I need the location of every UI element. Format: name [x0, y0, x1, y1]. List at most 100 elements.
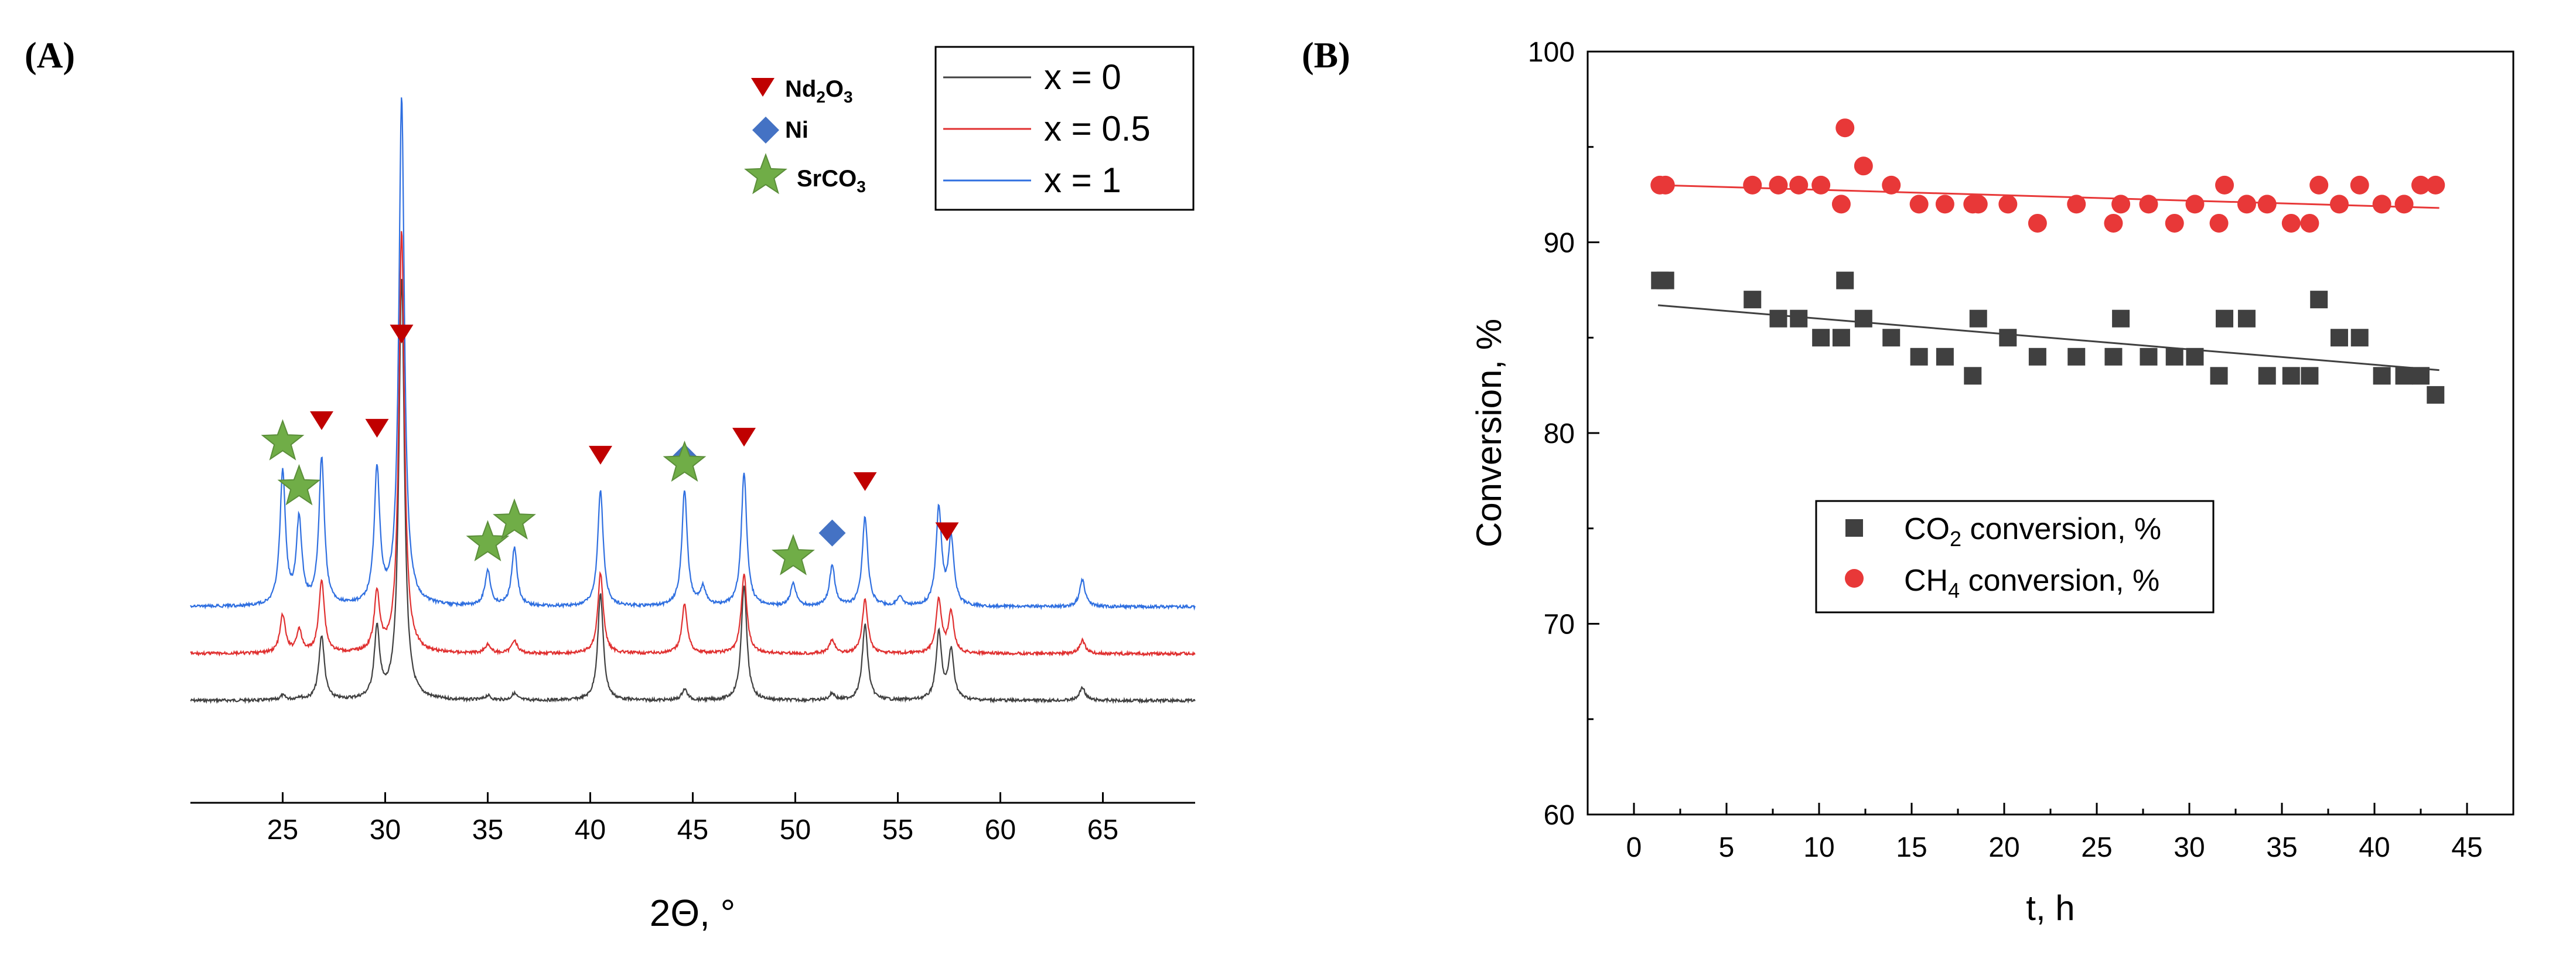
co2-point: [1744, 291, 1762, 309]
legend-label-x1: x = 1: [1044, 161, 1121, 200]
co2-point: [1936, 347, 1954, 366]
xrd-x-tick-label: 25: [267, 815, 298, 846]
xrd-trace-x05: [190, 231, 1196, 657]
srco3-marker: [493, 498, 536, 540]
co2-point: [2186, 347, 2204, 366]
xrd-x-tick-label: 50: [780, 815, 811, 846]
ch4-point: [1769, 175, 1788, 195]
srco3-marker: [772, 534, 815, 575]
conversion-y-tick-label: 70: [1544, 609, 1575, 640]
ch4-point: [2139, 195, 2158, 214]
ch4-point: [1831, 195, 1851, 214]
co2-trend-line: [1657, 304, 2439, 372]
ch4-point: [1998, 195, 2018, 214]
panel-b-label: (B): [1302, 36, 1350, 76]
panel-b: (B) 60 70 80 90 100 0 5 10 15 20 25 30 35 40 45 Conve…: [1302, 36, 2514, 928]
co2-point: [2258, 367, 2276, 385]
co2-point: [2216, 309, 2234, 328]
co2-point: [1656, 271, 1674, 289]
co2-point: [2395, 367, 2413, 385]
co2-point: [2330, 329, 2348, 347]
co2-point: [2112, 309, 2130, 328]
conversion-y-axis-label: Conversion, %: [1469, 319, 1509, 547]
ch4-point: [2411, 175, 2430, 195]
ch4-point: [1935, 195, 1954, 214]
xrd-trace-x1: [190, 97, 1196, 611]
co2-legend-marker: [1845, 519, 1863, 537]
co2-point: [2210, 367, 2228, 385]
ch4-point: [1811, 175, 1831, 195]
co2-point: [1969, 309, 1987, 328]
ch4-point: [1968, 195, 1988, 214]
conversion-y-tick-label: 60: [1544, 800, 1575, 831]
ch4-point: [2237, 195, 2256, 214]
ch4-point: [2329, 195, 2349, 214]
ch4-legend-marker: [1845, 569, 1864, 588]
time-x-tick-label: 30: [2174, 832, 2205, 863]
panel-a-label: (A): [25, 36, 75, 76]
ni-legend-diamond: [752, 117, 779, 144]
time-x-axis-label: t, h: [2026, 888, 2075, 928]
ch4-point: [2257, 195, 2277, 214]
co2-point: [2140, 347, 2158, 366]
co2-legend-label: CO2 conversion, %: [1904, 512, 2161, 551]
ch4-point: [1789, 175, 1809, 195]
co2-point: [2310, 291, 2328, 309]
ch4-point: [2300, 213, 2319, 233]
phase-legend: Nd2O3 Ni SrCO3: [744, 76, 866, 196]
xrd-x-axis-label: 2Θ, °: [650, 892, 736, 934]
nd2o3-marker: [935, 522, 959, 541]
nd2o3-marker: [589, 445, 612, 465]
time-x-tick-label: 25: [2081, 832, 2112, 863]
ch4-point: [1854, 156, 1873, 176]
panel-a: (A) 25 30 35 40 45 50 55 60 65 2Θ, ° Nd2O3 Ni Sr…: [25, 36, 1196, 934]
co2-point: [1854, 309, 1872, 328]
xrd-x-tick-label: 40: [575, 815, 606, 846]
nd2o3-marker: [310, 411, 333, 430]
ni-legend-label: Ni: [785, 117, 808, 143]
ch4-point: [2281, 213, 2301, 233]
nd2o3-marker: [365, 418, 389, 438]
legend-label-x05: x = 0.5: [1044, 109, 1151, 148]
trend-lines: [1657, 184, 2439, 372]
time-x-tick-label: 15: [1896, 832, 1927, 863]
xrd-x-tick-label: 60: [985, 815, 1016, 846]
ch4-legend-label: CH4 conversion, %: [1904, 564, 2159, 602]
ch4-point: [2111, 195, 2131, 214]
time-x-tick-label: 45: [2451, 832, 2482, 863]
ch4-point: [1835, 118, 1855, 138]
xrd-traces: [190, 97, 1196, 704]
srco3-marker: [277, 464, 321, 506]
conversion-legend-box: [1815, 500, 2215, 614]
co2-point: [2237, 309, 2256, 328]
nd2o3-marker: [732, 428, 756, 447]
xrd-x-ticks: 25 30 35 40 45 50 55 60 65: [267, 792, 1118, 846]
ch4-trend-line: [1658, 184, 2439, 209]
co2-point: [1882, 329, 1901, 347]
plot-frame: [1586, 50, 2514, 816]
ch4-point: [2426, 175, 2445, 195]
ch4-point: [2165, 213, 2184, 233]
time-x-ticks: 0 5 10 15 20 25 30 35 40 45: [1626, 803, 2483, 863]
conversion-y-tick-label: 90: [1544, 228, 1575, 259]
ch4-point: [1743, 175, 1762, 195]
co2-point: [1812, 329, 1830, 347]
conversion-y-tick-label: 80: [1544, 418, 1575, 449]
conversion-y-tick-label: 100: [1528, 37, 1575, 68]
co2-point: [1999, 329, 2017, 347]
srco3-marker: [261, 419, 305, 461]
co2-point: [1832, 329, 1850, 347]
co2-point: [2301, 367, 2319, 385]
conversion-legend: CO2 conversion, % CH4 conversion, %: [1815, 500, 2215, 614]
co2-point: [1769, 309, 1787, 328]
ch4-point: [2185, 195, 2205, 214]
co2-point: [2165, 347, 2183, 366]
srco3-marker: [466, 520, 510, 561]
co2-point: [2104, 347, 2123, 366]
co2-point: [2427, 386, 2445, 404]
time-x-tick-label: 40: [2359, 832, 2390, 863]
xrd-trace-x0: [190, 278, 1196, 704]
time-x-tick-label: 10: [1803, 832, 1834, 863]
ch4-point: [1909, 195, 1929, 214]
